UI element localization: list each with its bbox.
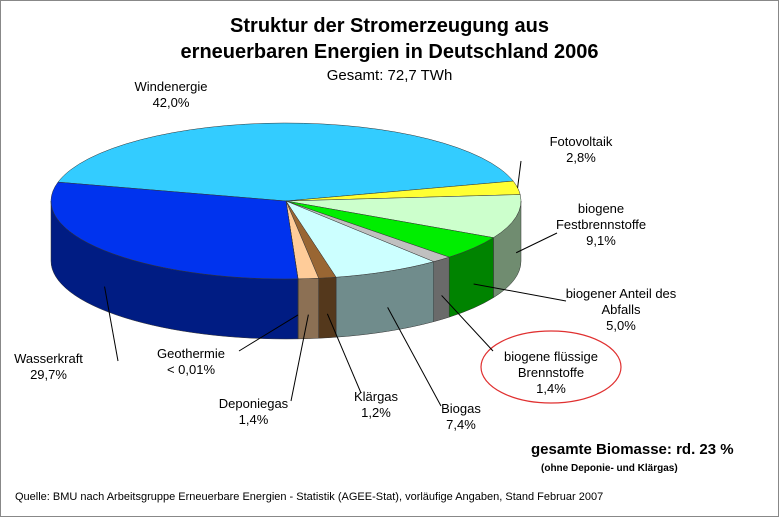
slice-label: Klärgas 1,2% (346, 389, 406, 421)
value-label: 7,4% (446, 417, 476, 432)
value-label: 2,8% (566, 150, 596, 165)
value-label: < 0,01% (166, 362, 216, 377)
category-label: biogene flüssige Brennstoffe (504, 349, 598, 380)
value-label: 5,0% (606, 318, 636, 333)
slice-label: Geothermie < 0,01% (146, 346, 236, 378)
leader-line (515, 232, 558, 254)
category-label: Windenergie (134, 79, 208, 94)
slice-label: Deponiegas 1,4% (216, 396, 291, 428)
category-label: Fotovoltaik (549, 134, 613, 149)
category-label: Geothermie (157, 346, 225, 361)
category-label: biogene Festbrennstoffe (555, 201, 647, 232)
slice (285, 194, 522, 238)
leader-line (387, 307, 442, 407)
value-label: 9,1% (586, 233, 616, 248)
category-label: Wasserkraft (14, 351, 83, 366)
slice (285, 200, 435, 278)
value-label: 42,0% (152, 95, 190, 110)
slice-label: biogener Anteil des Abfalls 5,0% (556, 286, 686, 334)
slice-label: Fotovoltaik 2,8% (541, 134, 621, 166)
slice (50, 181, 299, 280)
slice-label: Windenergie 42,0% (101, 79, 241, 111)
annotation: gesamte Biomasse: rd. 23 % (531, 441, 734, 458)
slice-label: biogene flüssige Brennstoffe 1,4% (496, 349, 606, 397)
chart-title: Struktur der Stromerzeugung aus erneuerb… (180, 15, 599, 63)
category-label: Biogas (441, 401, 481, 416)
chart-subtitle: Gesamt: 72,7 TWh (326, 67, 453, 84)
slice-label: biogene Festbrennstoffe 9,1% (546, 201, 656, 249)
value-label: 1,2% (361, 405, 391, 420)
leader-line (473, 283, 567, 302)
value-label: 29,7% (30, 367, 67, 382)
source: Quelle: BMU nach Arbeitsgruppe Erneuerba… (15, 491, 604, 503)
leader-line (290, 314, 309, 402)
category-label: Klärgas (353, 389, 399, 404)
slice-label: Wasserkraft 29,7% (11, 351, 86, 383)
highlight-ellipse (480, 330, 622, 404)
slice-side (433, 256, 450, 322)
annotation: (ohne Deponie- und Klärgas) (541, 463, 678, 474)
leader-line (441, 295, 494, 352)
leader-line (104, 286, 119, 362)
slice-label: Biogas 7,4% (431, 401, 491, 433)
leader-line (326, 313, 362, 394)
leader-lines (104, 160, 567, 407)
leader-line (238, 314, 299, 352)
leader-line (517, 160, 522, 188)
slice (57, 122, 514, 202)
slice-side (297, 277, 319, 340)
top-faces (50, 122, 522, 280)
category-label: Deponiegas (218, 396, 289, 411)
side-walls (50, 200, 522, 340)
category-label: biogener Anteil des Abfalls (565, 286, 677, 317)
value-label: 1,4% (238, 412, 269, 427)
value-label: 1,4% (536, 381, 566, 396)
